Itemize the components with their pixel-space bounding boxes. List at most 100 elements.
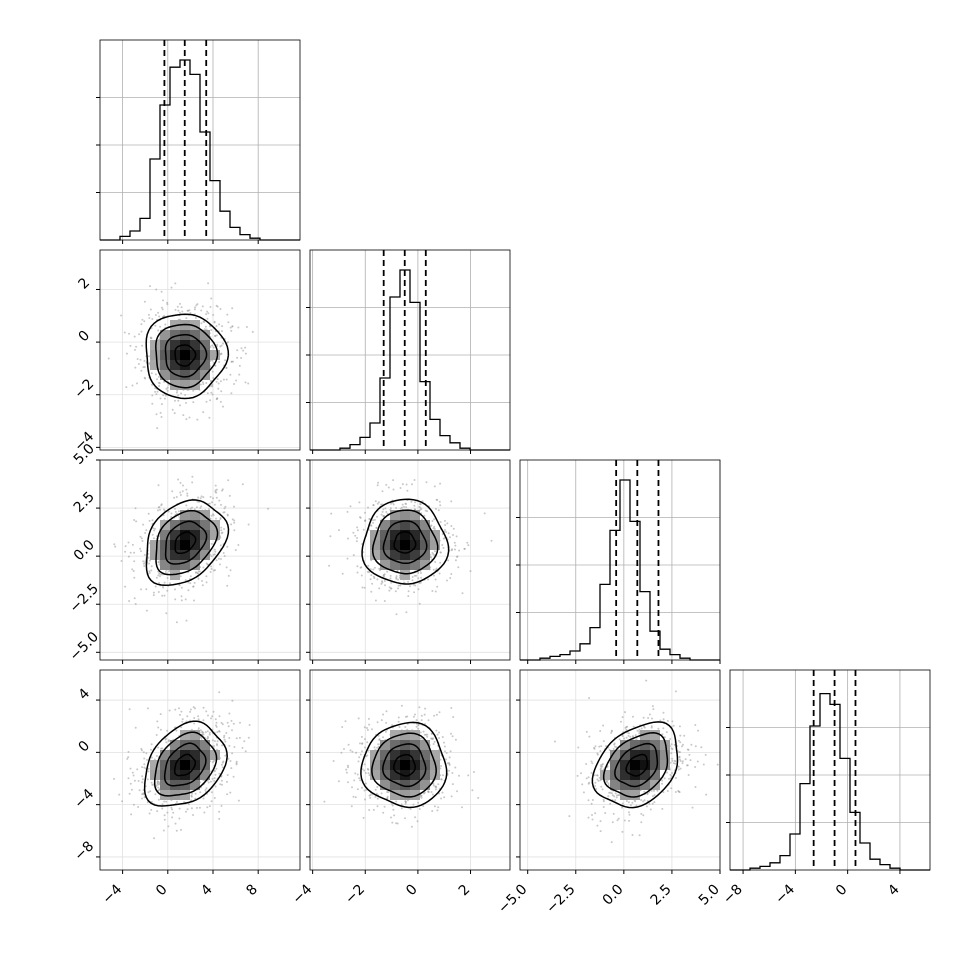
scatter-point: [184, 579, 187, 582]
scatter-point: [422, 805, 425, 807]
contour-level-0: [174, 344, 197, 367]
scatter-point: [395, 575, 398, 578]
scatter-point: [431, 520, 434, 522]
x-tick-label: 0: [403, 882, 421, 900]
scatter-point: [384, 507, 387, 510]
histogram-outline: [730, 692, 930, 871]
scatter-point: [648, 802, 651, 805]
scatter-point: [197, 570, 200, 573]
scatter-point: [215, 767, 218, 770]
scatter-point: [137, 363, 140, 365]
scatter-point: [216, 305, 219, 308]
scatter-point: [356, 565, 359, 568]
scatter-point: [429, 556, 432, 559]
scatter-point: [211, 370, 214, 373]
scatter-point: [210, 791, 213, 794]
scatter-point: [458, 549, 461, 552]
scatter-point: [346, 764, 349, 767]
density-cell: [180, 560, 190, 570]
density-cell: [410, 520, 420, 530]
scatter-point: [129, 344, 132, 347]
scatter-point: [629, 735, 632, 738]
scatter-point: [145, 529, 148, 532]
scatter-point: [439, 561, 442, 564]
scatter-point: [363, 738, 366, 741]
scatter-point: [672, 724, 675, 727]
scatter-point: [640, 821, 643, 824]
scatter-point: [127, 541, 130, 544]
scatter-point: [611, 794, 614, 797]
scatter-point: [443, 796, 446, 799]
scatter-point: [143, 565, 146, 567]
scatter-point: [171, 808, 173, 811]
scatter-point: [219, 517, 222, 519]
scatter-point: [244, 750, 247, 753]
histogram-outline: [100, 59, 300, 241]
scatter-point: [243, 740, 246, 743]
scatter-point: [374, 500, 377, 503]
scatter-point: [161, 747, 164, 750]
scatter-point: [433, 740, 436, 743]
scatter-point: [363, 763, 366, 766]
scatter-point: [456, 555, 458, 558]
scatter-point: [390, 502, 392, 505]
x-tick-label: −4: [772, 881, 798, 907]
scatter-point: [369, 524, 372, 527]
scatter-point: [390, 581, 393, 584]
scatter-point: [591, 762, 594, 765]
scatter-point: [590, 802, 593, 805]
scatter-point: [426, 735, 429, 738]
scatter-point: [447, 559, 450, 562]
scatter-point: [175, 829, 178, 832]
scatter-point: [148, 571, 151, 574]
scatter-point: [415, 725, 418, 728]
scatter-point: [442, 774, 444, 777]
density-cell: [610, 780, 620, 790]
scatter-point: [409, 808, 412, 810]
scatter-point: [434, 590, 437, 593]
density-cell: [170, 750, 180, 760]
scatter-point: [454, 738, 457, 741]
scatter-point: [576, 774, 579, 777]
scatter-point: [184, 394, 187, 396]
scatter-point: [344, 720, 347, 723]
scatter-point: [440, 778, 443, 781]
scatter-point: [407, 590, 410, 593]
scatter-point: [694, 766, 697, 768]
scatter-point: [192, 389, 195, 392]
scatter-point: [202, 719, 205, 722]
scatter-point: [367, 772, 370, 775]
scatter-point: [157, 375, 160, 378]
density-cell: [420, 560, 430, 570]
density-cell: [190, 770, 200, 780]
scatter-point: [431, 590, 434, 592]
scatter-point: [129, 767, 132, 770]
density-cell: [640, 770, 650, 780]
scatter-point: [432, 568, 435, 571]
scatter-point: [227, 725, 230, 728]
scatter-point: [127, 777, 130, 780]
scatter-point: [160, 504, 163, 507]
scatter-point: [389, 507, 392, 510]
density-cell: [630, 750, 640, 760]
scatter-point: [588, 697, 591, 699]
scatter-point: [705, 793, 708, 796]
scatter-point: [432, 743, 435, 745]
scatter-point: [164, 323, 167, 326]
scatter-point: [166, 589, 169, 592]
density-cell: [190, 510, 200, 520]
x-tick-label: −4: [290, 881, 316, 907]
scatter-point: [225, 378, 228, 381]
scatter-point: [343, 748, 345, 750]
panel-frame: [99, 39, 301, 241]
y-tick-label: −4: [71, 786, 97, 812]
scatter-point: [625, 736, 628, 739]
scatter-point: [160, 290, 163, 293]
scatter-point: [420, 796, 423, 799]
scatter-point: [229, 760, 232, 762]
scatter-point: [223, 528, 225, 530]
scatter-point: [230, 719, 233, 722]
scatter-point: [392, 479, 395, 482]
density-cell: [190, 550, 200, 560]
